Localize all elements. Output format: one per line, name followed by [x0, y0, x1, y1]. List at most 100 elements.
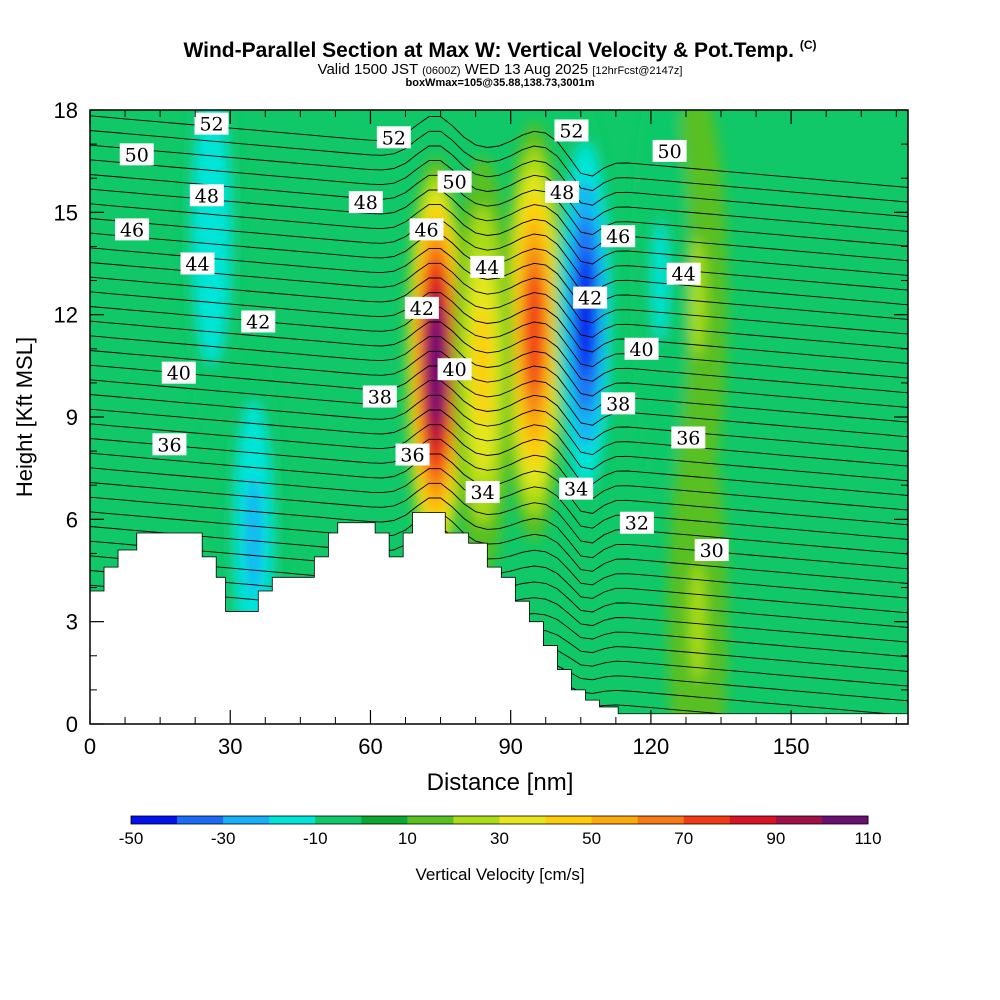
colorbar: -50 -30 -10 10 30 50 70 90 110: [119, 815, 882, 848]
x-tick-label: 120: [633, 734, 670, 759]
svg-text:46: 46: [606, 226, 630, 248]
updraft-core-2: [474, 305, 491, 426]
svg-text:36: 36: [676, 427, 700, 449]
svg-text:38: 38: [606, 393, 630, 415]
theta-contour-line: [90, 526, 908, 599]
updraft-core-1: [526, 271, 543, 392]
theta-label: 36: [152, 433, 187, 456]
theta-label: 40: [161, 361, 196, 385]
theta-label: 48: [348, 191, 383, 214]
theta-label: 34: [559, 477, 594, 501]
terrain-shape: [89, 512, 909, 725]
theta-contour-line: [90, 350, 908, 423]
chart-subtitle: boxWmax=105@35.88,138.73,3001m: [405, 77, 595, 89]
theta-label: 46: [601, 225, 636, 248]
svg-text:44: 44: [672, 264, 696, 286]
valid-date: WED 13 Aug 2025: [464, 61, 589, 78]
y-tick-label: 12: [54, 303, 78, 328]
y-axis-label: Height [Kft MSL]: [12, 337, 37, 497]
y-tick-label: 6: [66, 507, 78, 532]
svg-text:34: 34: [471, 482, 495, 504]
theta-contour-line: [90, 276, 908, 350]
theta-label: 32: [619, 511, 654, 535]
svg-text:52: 52: [382, 127, 406, 149]
colorbar-swatch: [453, 816, 500, 824]
colorbar-tick-label: -50: [119, 829, 144, 848]
theta-label: 50: [437, 170, 472, 194]
theta-label: 44: [180, 252, 215, 276]
colorbar-swatch: [775, 816, 823, 824]
theta-label: 52: [376, 126, 411, 149]
svg-text:40: 40: [443, 359, 467, 381]
svg-text:40: 40: [629, 339, 653, 361]
terrain: [89, 512, 909, 725]
colorbar-tick-label: 30: [490, 829, 509, 848]
colorbar-swatch: [223, 816, 270, 824]
svg-text:50: 50: [443, 172, 467, 194]
svg-text:46: 46: [120, 219, 144, 241]
theta-label: 50: [652, 139, 687, 163]
theta-label: 38: [601, 392, 636, 415]
svg-text:36: 36: [157, 434, 181, 456]
theta-contour-line: [90, 203, 908, 276]
colorbar-swatch: [177, 816, 224, 824]
theta-contour-line: [90, 423, 908, 496]
svg-text:46: 46: [414, 219, 438, 241]
svg-text:48: 48: [354, 192, 378, 214]
theta-contour-line: [90, 335, 908, 408]
theta-contour-line: [90, 144, 908, 218]
x-tick-label: 30: [218, 734, 242, 759]
colorbar-swatch: [821, 816, 869, 824]
theta-label: 42: [241, 310, 276, 333]
colorbar-tick-label: 110: [854, 829, 881, 848]
theta-label: 52: [554, 119, 589, 142]
theta-contour-line: [90, 130, 908, 203]
theta-label: 48: [545, 180, 580, 204]
svg-text:44: 44: [475, 257, 499, 279]
svg-text:42: 42: [246, 311, 270, 333]
theta-label: 48: [189, 184, 224, 207]
colorbar-tick-label: -10: [303, 829, 328, 848]
colorbar-swatch: [499, 816, 547, 824]
x-tick-label: 0: [84, 734, 96, 759]
chart-title-text: Wind-Parallel Section at Max W: Vertical…: [183, 39, 794, 62]
theta-contour-line: [90, 306, 908, 379]
downdraft-core-1: [245, 476, 262, 597]
colorbar-tick-label: 90: [766, 829, 785, 848]
theta-label: 46: [409, 218, 444, 241]
svg-text:50: 50: [125, 144, 149, 166]
theta-contour-line: [90, 188, 908, 262]
svg-text:44: 44: [185, 254, 209, 276]
svg-text:48: 48: [195, 185, 219, 207]
theta-label: 40: [437, 358, 472, 381]
colorbar-tick-label: 70: [674, 829, 693, 848]
svg-text:36: 36: [400, 445, 424, 467]
colorbar-tick-label: 10: [398, 829, 417, 848]
y-tick-label: 9: [66, 405, 78, 430]
theta-contour-line: [90, 262, 908, 335]
theta-contour-line: [90, 247, 908, 320]
x-tick-label: 150: [773, 734, 810, 759]
svg-text:40: 40: [167, 363, 191, 385]
theta-label: 40: [624, 337, 659, 361]
theta-label: 30: [694, 539, 729, 562]
valid-utc: (0600Z): [422, 65, 461, 77]
theta-contour-line: [90, 218, 908, 291]
theta-label: 42: [404, 296, 439, 320]
theta-label: 44: [666, 262, 701, 286]
theta-label: 42: [573, 286, 608, 310]
colorbar-tick-label: 50: [582, 829, 601, 848]
updraft-core-4: [689, 561, 706, 682]
theta-contour-line: [90, 408, 908, 482]
theta-contour-line: [90, 320, 908, 394]
svg-text:38: 38: [368, 387, 392, 409]
svg-text:34: 34: [564, 479, 588, 501]
theta-contour-line: [90, 291, 908, 364]
colorbar-label: Vertical Velocity [cm/s]: [415, 865, 584, 884]
colorbar-tick-label: -30: [211, 829, 236, 848]
theta-contour-line: [90, 482, 908, 555]
theta-label: 52: [194, 112, 229, 136]
colorbar-swatch: [315, 816, 362, 824]
x-tick-label: 60: [358, 734, 382, 759]
